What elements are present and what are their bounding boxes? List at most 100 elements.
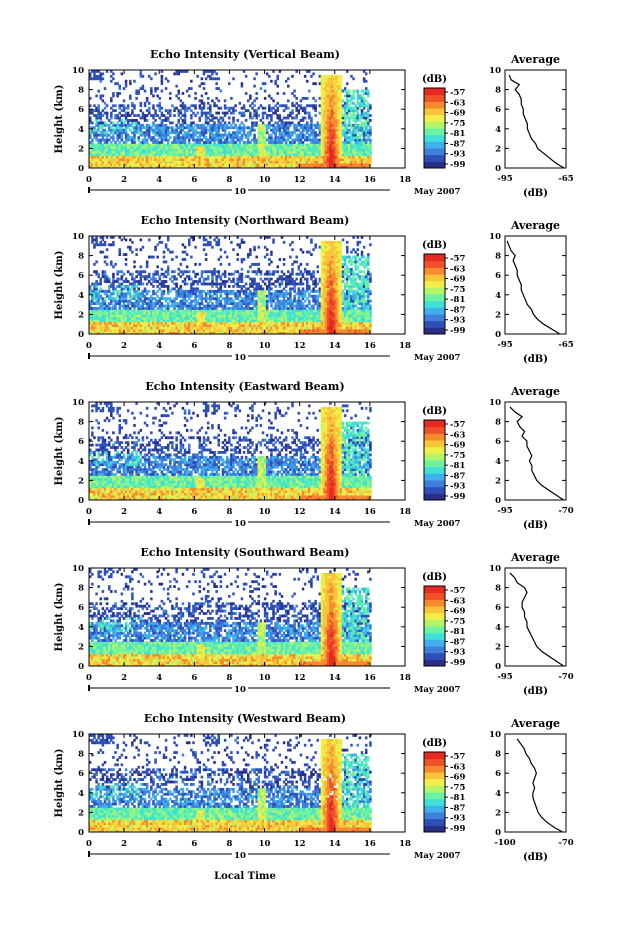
heatmap-cell bbox=[331, 121, 334, 125]
heatmap-cell bbox=[204, 316, 208, 320]
heatmap-cell bbox=[270, 148, 273, 152]
heatmap-cell bbox=[141, 158, 145, 162]
heatmap-cell bbox=[131, 302, 134, 305]
heatmap-cell bbox=[215, 131, 218, 135]
heatmap-cell bbox=[287, 145, 290, 149]
heatmap-cell bbox=[103, 133, 107, 137]
heatmap-cell bbox=[217, 106, 221, 110]
heatmap-cell bbox=[158, 96, 162, 100]
heatmap-cell bbox=[339, 111, 343, 115]
heatmap-cell bbox=[158, 104, 162, 108]
heatmap-cell bbox=[322, 160, 326, 164]
heatmap-cell bbox=[152, 285, 155, 288]
heatmap-cell bbox=[129, 128, 132, 132]
heatmap-cell bbox=[183, 119, 187, 122]
heatmap-cell bbox=[166, 285, 170, 288]
heatmap-cell bbox=[339, 165, 343, 169]
heatmap-cell bbox=[91, 165, 94, 169]
heatmap-cell bbox=[118, 150, 121, 154]
heatmap-cell bbox=[213, 270, 216, 274]
heatmap-cell bbox=[145, 141, 149, 144]
heatmap-cell bbox=[93, 238, 96, 242]
heatmap-cell bbox=[198, 116, 202, 120]
heatmap-cell bbox=[160, 302, 164, 305]
heatmap-cell bbox=[139, 158, 143, 162]
heatmap-cell bbox=[318, 133, 322, 137]
heatmap-cell bbox=[131, 316, 134, 320]
heatmap-cell bbox=[322, 82, 326, 86]
heatmap-cell bbox=[295, 153, 298, 157]
heatmap-cell bbox=[173, 163, 176, 166]
heatmap-cell bbox=[160, 321, 164, 325]
heatmap-cell bbox=[263, 158, 267, 162]
heatmap-cell bbox=[293, 141, 296, 144]
heatmap-cell bbox=[166, 79, 170, 83]
heatmap-cell bbox=[183, 141, 187, 144]
heatmap-cell bbox=[333, 96, 336, 100]
heatmap-cell bbox=[175, 133, 178, 137]
heatmap-cell bbox=[179, 160, 183, 164]
heatmap-cell bbox=[135, 126, 138, 130]
heatmap-cell bbox=[282, 136, 286, 139]
heatmap-cell bbox=[314, 153, 317, 157]
heatmap-cell bbox=[251, 165, 254, 169]
heatmap-cell bbox=[324, 89, 328, 93]
heatmap-cell bbox=[99, 116, 103, 120]
heatmap-cell bbox=[152, 160, 155, 164]
heatmap-cell bbox=[124, 116, 128, 120]
heatmap-cell bbox=[97, 163, 100, 166]
heatmap-cell bbox=[131, 321, 134, 325]
heatmap-cell bbox=[215, 128, 218, 132]
heatmap-cell bbox=[247, 148, 250, 152]
heatmap-cell bbox=[126, 114, 130, 117]
heatmap-cell bbox=[166, 304, 170, 308]
heatmap-cell bbox=[339, 128, 343, 132]
heatmap-cell bbox=[329, 114, 332, 117]
heatmap-cell bbox=[362, 138, 366, 142]
heatmap-cell bbox=[131, 111, 134, 115]
heatmap-cell bbox=[118, 143, 121, 147]
heatmap-cell bbox=[367, 89, 370, 93]
heatmap-cell bbox=[234, 109, 237, 113]
heatmap-cell bbox=[341, 163, 345, 166]
heatmap-cell bbox=[339, 141, 343, 144]
heatmap-cell bbox=[114, 321, 117, 325]
heatmap-cell bbox=[158, 145, 162, 149]
heatmap-cell bbox=[358, 123, 362, 127]
heatmap-cell bbox=[305, 158, 309, 162]
heatmap-cell bbox=[352, 114, 355, 117]
heatmap-cell bbox=[318, 126, 322, 130]
heatmap-cell bbox=[97, 153, 100, 157]
heatmap-cell bbox=[145, 275, 149, 279]
heatmap-cell bbox=[156, 138, 159, 142]
heatmap-cell bbox=[114, 324, 117, 328]
heatmap-cell bbox=[282, 138, 286, 142]
heatmap-cell bbox=[171, 121, 174, 125]
heatmap-cell bbox=[188, 329, 191, 332]
heatmap-cell bbox=[238, 150, 242, 154]
heatmap-cell bbox=[126, 150, 130, 154]
heatmap-cell bbox=[228, 109, 231, 113]
heatmap-cell bbox=[272, 128, 275, 132]
heatmap-cell bbox=[129, 272, 132, 276]
heatmap-cell bbox=[158, 141, 162, 144]
heatmap-cell bbox=[360, 153, 364, 157]
heatmap-cell bbox=[196, 126, 199, 130]
heatmap-cell bbox=[131, 160, 134, 164]
heatmap-cell bbox=[204, 331, 208, 335]
heatmap-cell bbox=[291, 74, 294, 78]
heatmap-cell bbox=[234, 160, 237, 164]
heatmap-cell bbox=[135, 123, 138, 127]
heatmap-cell bbox=[276, 84, 279, 88]
heatmap-cell bbox=[244, 153, 248, 157]
heatmap-cell bbox=[124, 292, 128, 296]
heatmap-cell bbox=[209, 136, 212, 139]
heatmap-cell bbox=[276, 138, 279, 142]
heatmap-cell bbox=[122, 153, 126, 157]
heatmap-cell bbox=[255, 111, 258, 115]
heatmap-cell bbox=[299, 150, 303, 154]
heatmap-cell bbox=[213, 272, 216, 276]
heatmap-cell bbox=[242, 128, 246, 132]
heatmap-cell bbox=[297, 163, 301, 166]
heatmap-cell bbox=[169, 316, 172, 320]
